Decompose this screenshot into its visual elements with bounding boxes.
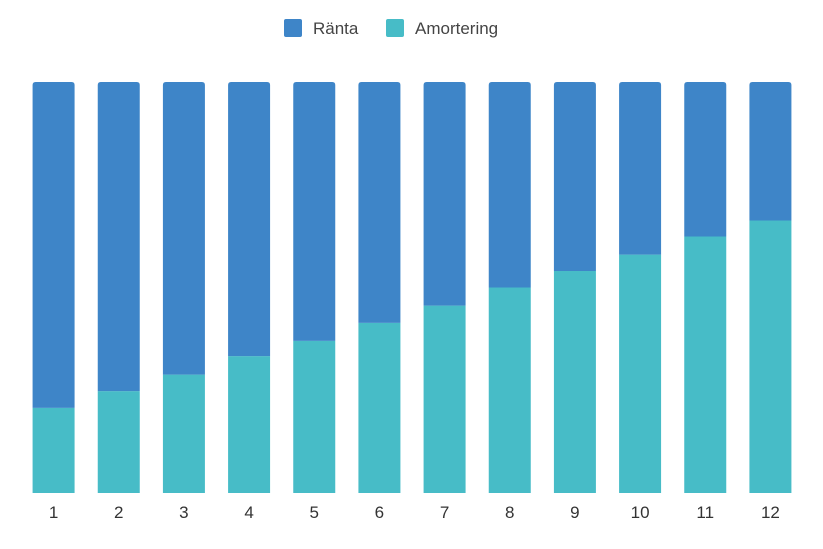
bar-amortering-12 xyxy=(749,220,792,493)
bar-amortering-2 xyxy=(97,391,140,493)
x-tick-label: 3 xyxy=(179,503,188,522)
bar-r-nta-2 xyxy=(97,82,140,392)
bar-r-nta-4 xyxy=(228,82,271,357)
bar-amortering-8 xyxy=(488,287,531,493)
bar-amortering-11 xyxy=(684,236,727,493)
x-tick-label: 11 xyxy=(696,503,714,522)
x-tick-label: 12 xyxy=(761,503,780,522)
bar-amortering-7 xyxy=(423,305,466,493)
bar-amortering-9 xyxy=(553,271,596,493)
legend: Ränta Amortering xyxy=(284,19,498,38)
x-tick-label: 9 xyxy=(570,503,579,522)
bar-amortering-4 xyxy=(228,356,271,493)
bar-amortering-6 xyxy=(358,322,401,493)
legend-label-r-nta[interactable]: Ränta xyxy=(313,19,359,38)
bars xyxy=(32,82,792,493)
x-tick-label: 6 xyxy=(375,503,384,522)
bar-r-nta-3 xyxy=(162,82,205,375)
bar-r-nta-9 xyxy=(553,82,596,272)
bar-amortering-3 xyxy=(162,374,205,493)
bar-r-nta-6 xyxy=(358,82,401,323)
bar-r-nta-8 xyxy=(488,82,531,288)
bar-amortering-5 xyxy=(293,340,336,493)
bar-r-nta-1 xyxy=(32,82,75,408)
legend-label-amortering[interactable]: Amortering xyxy=(415,19,498,38)
x-tick-label: 10 xyxy=(631,503,650,522)
bar-amortering-10 xyxy=(619,254,662,493)
x-tick-label: 5 xyxy=(310,503,319,522)
bar-r-nta-7 xyxy=(423,82,466,306)
bar-r-nta-10 xyxy=(619,82,662,255)
x-tick-label: 4 xyxy=(244,503,253,522)
legend-swatch-amortering[interactable] xyxy=(386,19,404,37)
x-tick-label: 1 xyxy=(49,503,58,522)
x-axis-ticks: 1 2 3 4 5 6 7 8 9 10 11 12 xyxy=(49,503,780,522)
bar-r-nta-11 xyxy=(684,82,727,237)
legend-swatch-r-nta[interactable] xyxy=(284,19,302,37)
x-tick-label: 7 xyxy=(440,503,449,522)
bar-r-nta-5 xyxy=(293,82,336,341)
bar-amortering-1 xyxy=(32,407,75,493)
bar-r-nta-12 xyxy=(749,82,792,221)
x-tick-label: 2 xyxy=(114,503,123,522)
x-tick-label: 8 xyxy=(505,503,514,522)
